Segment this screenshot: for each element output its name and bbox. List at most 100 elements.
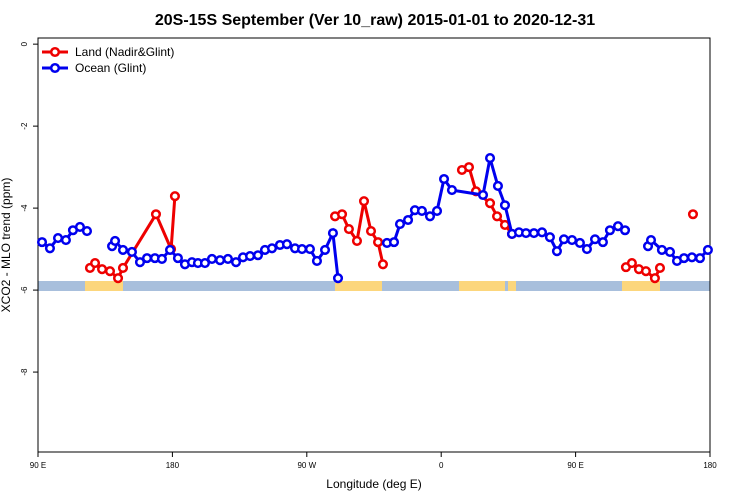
x-tick-label: 90 E	[567, 461, 583, 470]
chart-title: 20S-15S September (Ver 10_raw) 2015-01-0…	[155, 12, 595, 29]
data-point	[311, 255, 323, 267]
data-point	[214, 255, 226, 266]
y-tick-label: -4	[20, 204, 29, 212]
data-point	[477, 189, 489, 201]
data-point	[97, 264, 108, 275]
data-point	[619, 225, 631, 236]
x-tick-label: 180	[703, 461, 717, 470]
data-point	[678, 253, 690, 264]
data-point	[104, 266, 116, 277]
data-point	[416, 205, 427, 217]
data-point	[89, 257, 101, 269]
data-point	[438, 173, 450, 185]
data-point	[199, 257, 211, 269]
data-point	[134, 257, 146, 268]
data-point	[81, 226, 93, 237]
data-point	[304, 244, 315, 255]
data-point	[654, 262, 666, 274]
x-tick-label: 180	[166, 461, 180, 470]
y-tick-label: -6	[20, 286, 29, 294]
land-strip	[459, 281, 505, 291]
data-point	[574, 237, 585, 249]
data-point	[558, 234, 570, 245]
data-point	[126, 246, 137, 258]
data-point	[112, 273, 124, 284]
data-point	[536, 227, 548, 238]
data-point	[327, 228, 338, 239]
data-point	[687, 209, 699, 220]
data-point	[343, 223, 354, 235]
surface-mask	[38, 281, 710, 291]
data-point	[74, 221, 86, 233]
data-point	[358, 196, 370, 207]
data-point	[245, 251, 256, 262]
data-point	[492, 180, 503, 192]
land-strip	[335, 281, 382, 291]
data-point	[612, 221, 624, 232]
data-point	[150, 209, 162, 220]
data-point	[230, 257, 242, 268]
data-point	[36, 237, 48, 248]
data-point	[365, 226, 377, 237]
data-point	[597, 237, 608, 248]
data-point	[645, 235, 657, 246]
data-point	[589, 234, 601, 245]
data-point	[52, 232, 64, 244]
land-strip	[508, 281, 516, 291]
data-point	[424, 211, 436, 222]
data-point	[117, 262, 129, 274]
data-point	[463, 162, 475, 173]
data-point	[656, 244, 667, 255]
data-point	[266, 243, 278, 254]
data-point	[394, 219, 406, 230]
legend-marker	[49, 62, 61, 74]
legend-label: Land (Nadir&Glint)	[75, 45, 174, 59]
y-tick-label: -8	[20, 368, 29, 376]
data-point	[169, 191, 180, 202]
data-point	[281, 239, 292, 250]
y-tick-label: 0	[20, 41, 29, 46]
land-strip	[622, 281, 660, 291]
data-point	[156, 253, 167, 264]
legend-label: Ocean (Glint)	[75, 61, 146, 75]
data-point	[499, 200, 511, 211]
data-point	[581, 244, 592, 255]
data-point	[252, 250, 264, 261]
data-point	[372, 237, 384, 248]
data-point	[172, 253, 183, 264]
data-point	[520, 228, 532, 239]
data-point	[388, 237, 400, 248]
data-point	[528, 228, 539, 239]
legend: Land (Nadir&Glint) Ocean (Glint)	[42, 45, 174, 75]
data-point	[702, 244, 713, 255]
data-point	[222, 253, 234, 264]
x-tick-label: 90 W	[297, 461, 316, 470]
data-point	[640, 266, 651, 277]
land-strip	[85, 281, 123, 291]
data-point	[492, 211, 503, 222]
x-tick-label: 90 E	[30, 461, 46, 470]
legend-marker	[49, 46, 61, 58]
data-point	[544, 232, 555, 243]
y-axis-label: XCO2 - MLO trend (ppm)	[0, 178, 13, 313]
data-point	[44, 243, 55, 254]
data-point	[551, 246, 562, 257]
data-point	[446, 185, 458, 196]
data-point	[664, 246, 676, 258]
data-point	[566, 235, 578, 246]
data-point	[110, 235, 121, 246]
data-point	[141, 253, 153, 264]
x-tick-label: 0	[439, 461, 444, 470]
data-point	[604, 225, 615, 236]
data-point	[296, 244, 308, 255]
data-point	[686, 252, 697, 263]
data-point	[484, 198, 496, 209]
data-point	[694, 253, 706, 264]
data-point	[484, 153, 496, 164]
data-point	[319, 244, 331, 255]
data-point	[164, 244, 176, 255]
y-tick-label: -2	[20, 122, 29, 130]
data-point	[377, 259, 389, 270]
data-point	[649, 273, 660, 284]
